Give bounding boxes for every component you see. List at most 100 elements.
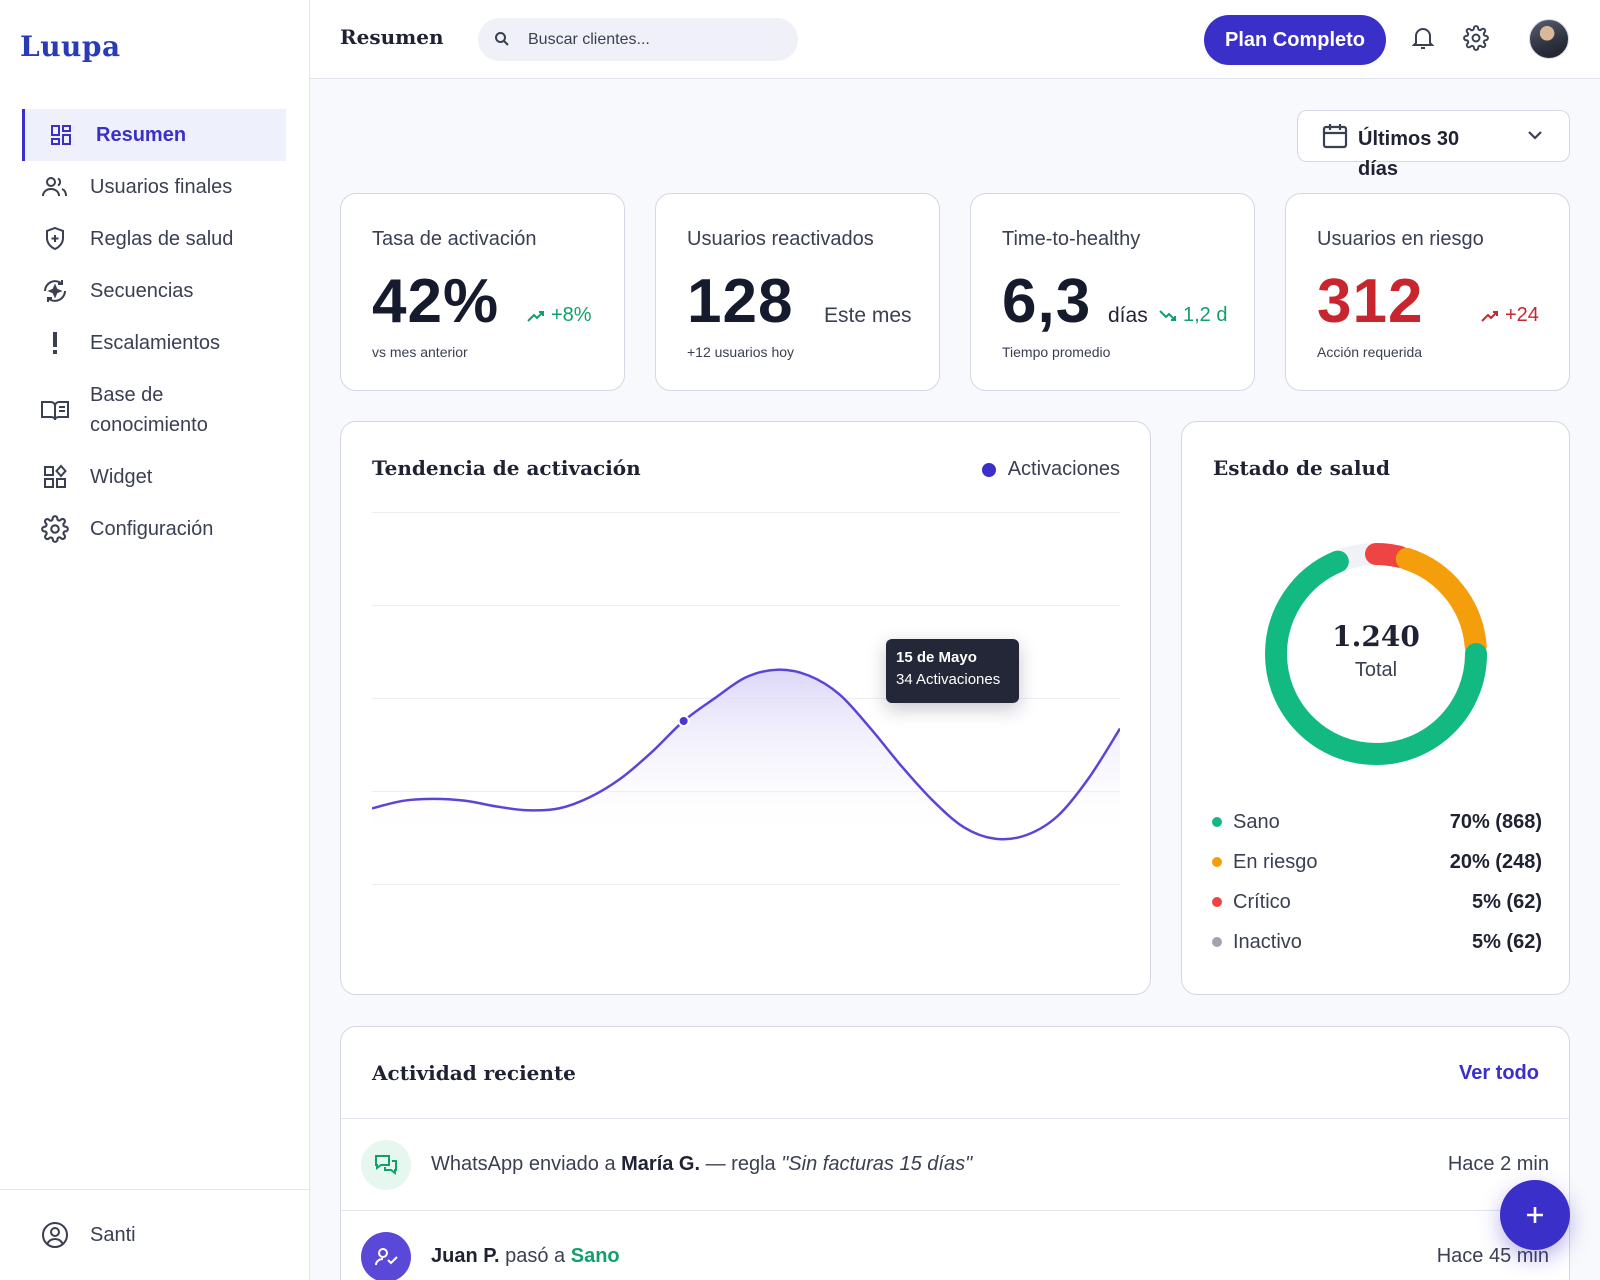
trend-up-icon: [1481, 310, 1498, 322]
gear-icon: [40, 514, 70, 544]
sidebar-item-secuencias[interactable]: Secuencias: [22, 265, 286, 317]
legend-label: Inactivo: [1233, 930, 1302, 953]
sidebar-user[interactable]: Santi: [0, 1189, 310, 1280]
activity-item[interactable]: Juan P. pasó a Sano Hace 45 min: [341, 1211, 1569, 1280]
user-circle-icon: [40, 1220, 70, 1250]
chart-title: Tendencia de activación: [372, 456, 641, 480]
kpi-unit: días: [1108, 304, 1148, 327]
trend-area: [372, 669, 1120, 842]
activity-time: Hace 2 min: [1447, 1153, 1549, 1175]
health-donut[interactable]: [1262, 540, 1490, 768]
legend-dot: [981, 462, 996, 477]
sidebar-item-configuracion[interactable]: Configuración: [22, 503, 286, 555]
kpi-value: 6,3: [1002, 267, 1092, 336]
user-check-icon: [361, 1231, 411, 1280]
legend-dot: [1212, 817, 1222, 827]
sequence-icon: [40, 276, 70, 306]
plan-button[interactable]: Plan Completo: [1204, 15, 1386, 65]
sidebar-item-label: Escalamientos: [90, 332, 221, 354]
donut-total-label: Total: [1354, 659, 1398, 681]
avatar[interactable]: [1529, 19, 1569, 59]
user-name: Santi: [90, 1223, 136, 1246]
gear-icon[interactable]: [1460, 22, 1492, 54]
top-header: Resumen Plan Completo: [310, 0, 1600, 79]
legend-value: 5% (62): [1471, 890, 1542, 913]
see-all-link[interactable]: Ver todo: [1458, 1062, 1539, 1084]
sidebar-item-base-de-conocimiento[interactable]: Base de conocimiento: [22, 369, 286, 451]
legend-row-sano: Sano 70% (868): [1212, 802, 1542, 842]
kpi-title: Usuarios en riesgo: [1317, 228, 1484, 250]
legend-row-inactivo: Inactivo 5% (62): [1212, 922, 1542, 962]
sidebar-item-reglas-de-salud[interactable]: Reglas de salud: [22, 213, 286, 265]
sidebar-item-label: Reglas de salud: [90, 228, 234, 250]
chart-tooltip: 15 de Mayo 34 Activaciones: [886, 639, 1019, 703]
health-title: Estado de salud: [1213, 456, 1391, 480]
activity-text: WhatsApp enviado a María G. — regla "Sin…: [431, 1153, 973, 1175]
kpi-delta: 1,2 d: [1159, 304, 1227, 327]
legend-value: 70% (868): [1449, 810, 1542, 833]
kpi-subtitle: Acción requerida: [1317, 344, 1423, 360]
legend-value: 20% (248): [1449, 850, 1542, 873]
search-input[interactable]: [528, 30, 778, 49]
kpi-unit: Este mes: [824, 304, 912, 327]
kpi-card-riesgo: Usuarios en riesgo 312 +24 Acción requer…: [1285, 193, 1570, 391]
search-bar[interactable]: [478, 18, 798, 61]
highlight-point: [677, 715, 690, 727]
donut-segment: [1265, 543, 1487, 765]
activity-subject: María G.: [621, 1153, 701, 1175]
kpi-subtitle: vs mes anterior: [372, 344, 468, 360]
kpi-title: Tasa de activación: [372, 228, 537, 250]
kpi-card-time-to-healthy: Time-to-healthy 6,3 días 1,2 d Tiempo pr…: [970, 193, 1255, 391]
activity-subject: Juan P.: [431, 1245, 500, 1267]
sidebar-item-label: Configuración: [90, 518, 214, 540]
activity-time: Hace 45 min: [1436, 1245, 1549, 1267]
health-legend: Sano 70% (868) En riesgo 20% (248) Críti…: [1212, 802, 1542, 962]
sidebar-item-label: Base de conocimiento: [90, 384, 208, 436]
kpi-delta-value: +24: [1505, 304, 1539, 326]
activity-rule: "Sin facturas 15 días": [781, 1153, 973, 1175]
health-status-card: Estado de salud 1.240 Total Sano 70% (86…: [1181, 421, 1570, 995]
sidebar-item-label: Usuarios finales: [90, 176, 233, 198]
kpi-value: 128: [687, 267, 794, 336]
kpi-delta: +8%: [527, 304, 592, 327]
sidebar-item-usuarios-finales[interactable]: Usuarios finales: [22, 161, 286, 213]
add-button[interactable]: [1500, 1180, 1570, 1250]
sidebar-item-label: Secuencias: [90, 280, 194, 302]
sidebar-nav: Resumen Usuarios finales Reglas de salud…: [22, 109, 286, 555]
donut-center: 1.240 Total: [1262, 620, 1490, 682]
kpi-card-reactivados: Usuarios reactivados 128 Este mes +12 us…: [655, 193, 940, 391]
legend-label: En riesgo: [1233, 850, 1318, 873]
activity-item[interactable]: WhatsApp enviado a María G. — regla "Sin…: [341, 1119, 1569, 1211]
kpi-subtitle: Tiempo promedio: [1002, 344, 1111, 360]
kpi-title: Time-to-healthy: [1002, 228, 1141, 250]
kpi-title: Usuarios reactivados: [687, 228, 874, 250]
sidebar-item-escalamientos[interactable]: Escalamientos: [22, 317, 286, 369]
donut-total: 1.240: [1332, 620, 1420, 653]
legend-label: Sano: [1233, 810, 1280, 833]
search-icon: [494, 31, 512, 49]
bell-icon[interactable]: [1407, 22, 1439, 54]
kpi-card-activacion: Tasa de activación 42% +8% vs mes anteri…: [340, 193, 625, 391]
calendar-icon: [1322, 122, 1348, 150]
app-logo[interactable]: Luupa: [20, 30, 121, 63]
legend-label: Activaciones: [1007, 458, 1120, 480]
chart-legend: Activaciones: [981, 458, 1120, 481]
kpi-delta-value: 1,2 d: [1183, 304, 1228, 326]
exclamation-icon: [40, 328, 70, 358]
sidebar-item-label: Widget: [90, 466, 153, 488]
shield-icon: [40, 224, 70, 254]
book-icon: [40, 395, 70, 425]
sidebar-item-resumen[interactable]: Resumen: [22, 109, 286, 161]
sidebar: Luupa Resumen Usuarios finales Reglas de…: [0, 0, 310, 1280]
kpi-value: 312: [1317, 267, 1424, 336]
sidebar-item-widget[interactable]: Widget: [22, 451, 286, 503]
donut-segment: [1265, 543, 1487, 765]
legend-label: Crítico: [1233, 890, 1291, 913]
legend-dot: [1212, 937, 1222, 947]
trend-down-icon: [1159, 309, 1176, 321]
date-range-dropdown[interactable]: Últimos 30 días: [1297, 110, 1570, 180]
trend-line: [372, 668, 1120, 841]
chat-icon: [361, 1139, 411, 1190]
chevron-down-icon: [1525, 125, 1545, 145]
widget-icon: [40, 462, 70, 492]
